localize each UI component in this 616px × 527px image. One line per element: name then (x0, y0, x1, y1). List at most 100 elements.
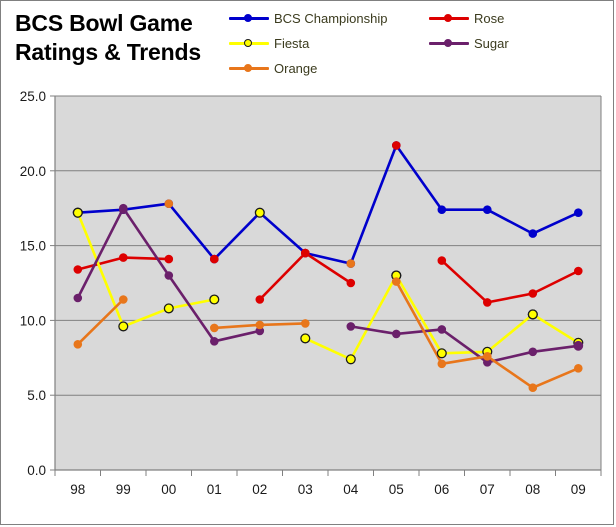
data-point-orange[interactable] (574, 364, 583, 373)
data-point-rose[interactable] (437, 256, 447, 265)
data-point-rose[interactable] (574, 266, 583, 276)
legend-swatch-icon (429, 12, 469, 24)
legend-item-sugar[interactable]: Sugar (429, 34, 509, 52)
data-point-fiesta[interactable] (300, 333, 311, 344)
x-axis-tick-label: 00 (161, 482, 176, 497)
data-point-orange[interactable] (437, 359, 447, 369)
legend-item-orange[interactable]: Orange (229, 59, 317, 77)
chart-legend: BCS Championship Rose Fiesta Sugar Orange (229, 9, 599, 87)
data-point-overlay[interactable] (72, 207, 83, 218)
chart-title-line-1: BCS Bowl Game (15, 10, 193, 36)
x-axis-tick-label: 98 (70, 482, 85, 497)
data-point-orange[interactable] (210, 323, 219, 333)
data-point-overlay[interactable] (527, 309, 538, 320)
data-point-bcs-championship[interactable] (574, 208, 583, 217)
data-point-orange[interactable] (255, 320, 265, 330)
data-point-orange[interactable] (119, 295, 128, 304)
data-point-overlay[interactable] (346, 259, 356, 268)
axis-lines (54, 95, 602, 471)
y-gridlines: 0.0 5.0 10.0 15.0 20.0 25.0 (20, 89, 601, 478)
y-axis-tick-label: 10.0 (20, 313, 46, 328)
legend-swatch-icon (229, 12, 269, 24)
x-axis-tick-label: 08 (525, 482, 540, 497)
data-point-rose[interactable] (119, 253, 128, 262)
y-axis-tick-label: 15.0 (20, 239, 46, 254)
x-axis-tick-label: 02 (252, 482, 267, 497)
data-point-sugar[interactable] (210, 337, 219, 346)
series-line-fiesta (76, 211, 216, 328)
legend-marker-icon (244, 14, 252, 22)
data-point-overlay[interactable] (210, 254, 219, 264)
x-axis-tick-label: 06 (434, 482, 449, 497)
data-point-rose[interactable] (483, 298, 492, 307)
data-point-bcs-championship[interactable] (528, 229, 538, 238)
data-point-overlay[interactable] (119, 205, 128, 214)
data-point-bcs-championship[interactable] (437, 205, 447, 214)
data-point-fiesta[interactable] (118, 321, 129, 332)
data-point-overlay[interactable] (392, 277, 401, 286)
data-point-orange[interactable] (73, 340, 83, 349)
series-line-sugar (349, 325, 580, 364)
x-axis-tick-label: 03 (298, 482, 313, 497)
chart-title-line-2: Ratings & Trends (15, 39, 201, 65)
data-point-sugar[interactable] (73, 293, 83, 303)
legend-label: Orange (274, 60, 318, 76)
x-axis-tick-label: 05 (389, 482, 404, 497)
legend-label: BCS Championship (274, 10, 388, 26)
legend-marker-icon (444, 14, 452, 22)
legend-marker-icon (244, 64, 252, 72)
data-point-orange[interactable] (528, 383, 538, 393)
data-point-orange[interactable] (301, 319, 310, 328)
plot-background (55, 96, 601, 470)
series-line-rose (440, 259, 580, 304)
data-point-overlay[interactable] (254, 207, 265, 218)
data-point-sugar[interactable] (164, 271, 174, 280)
data-point-overlay[interactable] (392, 141, 401, 150)
legend-marker-icon (444, 39, 452, 47)
data-point-sugar[interactable] (528, 347, 538, 357)
legend-label: Fiesta (274, 35, 310, 51)
data-point-bcs-championship[interactable] (483, 205, 492, 214)
y-axis-tick-label: 20.0 (20, 164, 46, 179)
data-point-overlay[interactable] (573, 340, 584, 351)
y-axis-tick-label: 0.0 (27, 463, 46, 478)
data-point-sugar[interactable] (346, 322, 356, 331)
legend-swatch-icon (229, 37, 269, 49)
data-point-sugar[interactable] (392, 329, 401, 339)
series-line-orange (76, 298, 125, 346)
overlapping-markers (72, 141, 584, 351)
x-axis-tick-label: 99 (116, 482, 131, 497)
data-point-rose[interactable] (255, 295, 265, 304)
x-axis-ticks: 98 99 00 01 02 03 04 05 06 07 08 09 (54, 470, 602, 497)
data-point-rose[interactable] (164, 254, 174, 264)
chart-title: BCS Bowl Game Ratings & Trends (15, 9, 225, 67)
legend-swatch-icon (429, 37, 469, 49)
data-point-fiesta[interactable] (209, 294, 220, 305)
legend-label: Rose (474, 10, 505, 26)
y-axis-tick-label: 5.0 (27, 388, 46, 403)
data-point-overlay[interactable] (164, 199, 174, 208)
legend-label: Sugar (474, 35, 509, 51)
data-point-fiesta[interactable] (163, 303, 174, 314)
data-point-rose[interactable] (346, 278, 356, 288)
data-point-fiesta[interactable] (345, 354, 356, 365)
data-point-sugar[interactable] (437, 325, 447, 334)
legend-item-bcs-championship[interactable]: BCS Championship (229, 9, 387, 27)
data-point-rose[interactable] (73, 265, 83, 274)
x-axis-tick-label: 04 (343, 482, 359, 497)
data-point-orange[interactable] (483, 352, 492, 361)
data-point-overlay[interactable] (301, 248, 310, 258)
legend-swatch-icon (229, 62, 269, 74)
data-point-fiesta[interactable] (436, 348, 447, 359)
x-axis-tick-label: 07 (480, 482, 495, 497)
legend-item-fiesta[interactable]: Fiesta (229, 34, 309, 52)
legend-marker-icon (244, 39, 252, 47)
x-axis-tick-label: 09 (571, 482, 586, 497)
legend-item-rose[interactable]: Rose (429, 9, 504, 27)
series-line-bcs-championship (76, 144, 580, 265)
data-point-rose[interactable] (528, 289, 538, 298)
x-axis-tick-label: 01 (207, 482, 222, 497)
